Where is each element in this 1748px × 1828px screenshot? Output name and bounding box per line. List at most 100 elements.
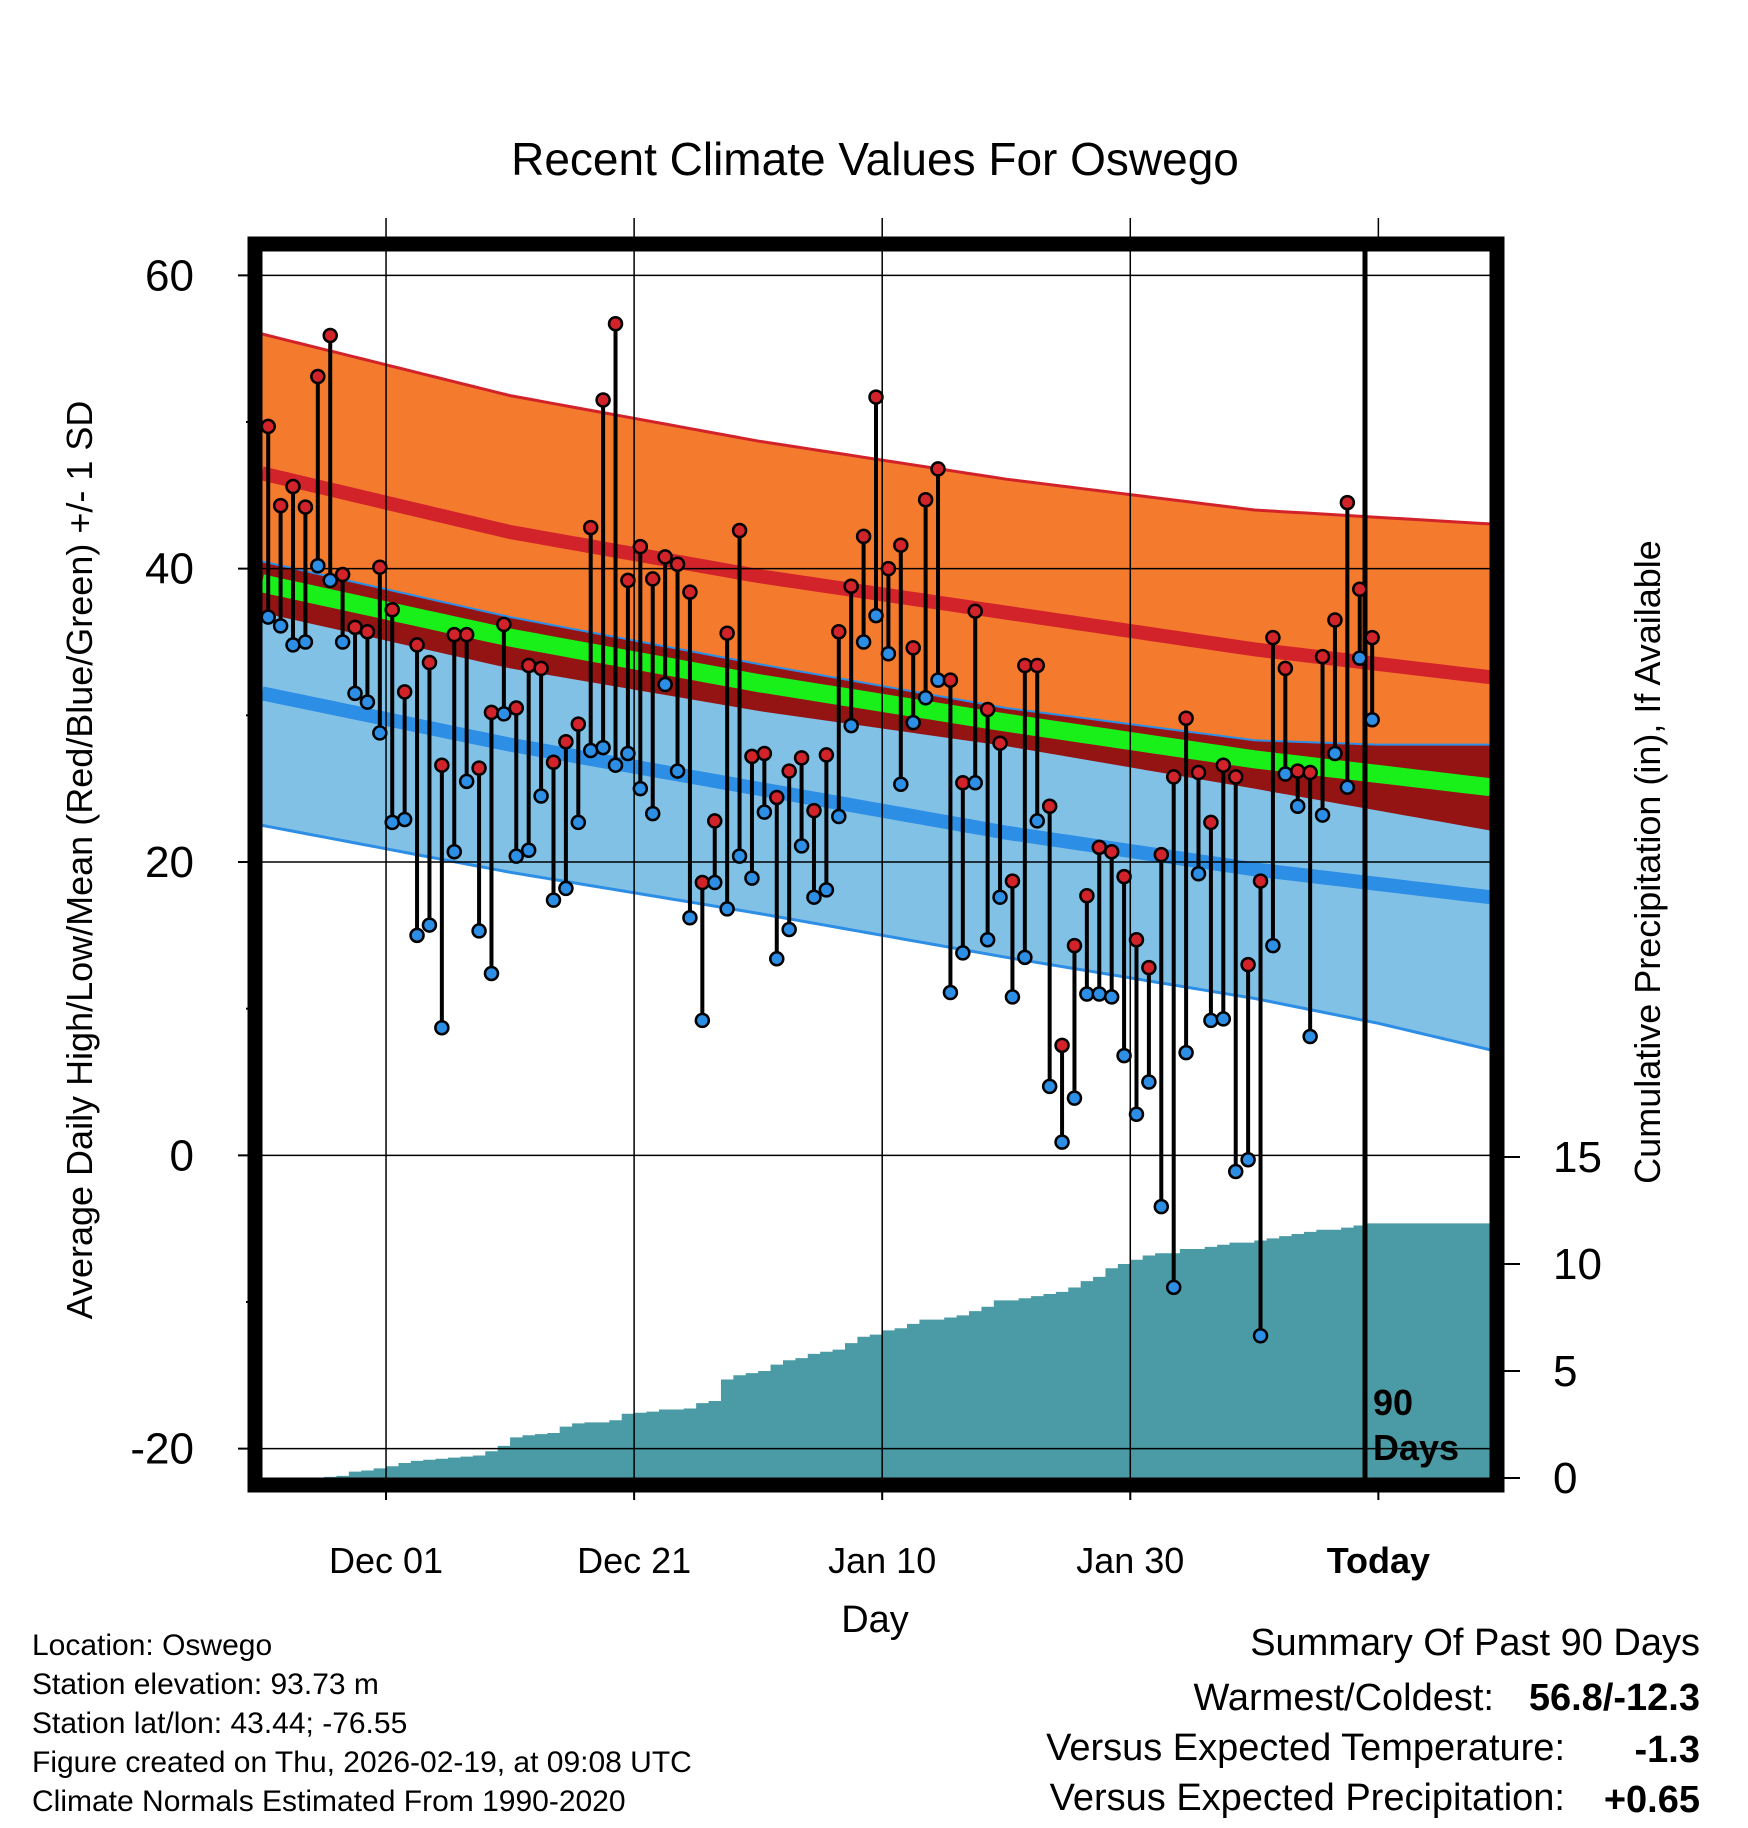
high-point xyxy=(607,315,624,332)
high-point xyxy=(992,735,1008,751)
low-point xyxy=(620,745,636,762)
high-point xyxy=(1128,931,1145,948)
low-point xyxy=(421,917,438,933)
high-point xyxy=(322,327,338,344)
low-point xyxy=(372,725,388,741)
chart-title: Recent Climate Values For Oswego xyxy=(511,133,1239,185)
high-point xyxy=(905,640,921,656)
high-point xyxy=(1203,814,1219,831)
low-point xyxy=(483,965,500,982)
low-point xyxy=(917,689,934,706)
x-tick-label: Jan 30 xyxy=(1076,1540,1184,1581)
high-point xyxy=(855,528,872,545)
low-point xyxy=(347,685,363,702)
low-point xyxy=(297,634,314,650)
low-point xyxy=(434,1019,450,1036)
y2-tick-label: 15 xyxy=(1553,1133,1602,1182)
footer-elevation: Station elevation: 93.73 m xyxy=(32,1668,379,1701)
high-point xyxy=(1141,959,1157,976)
low-point xyxy=(1153,1198,1170,1215)
high-point xyxy=(1327,612,1343,628)
high-point xyxy=(359,623,376,640)
high-point xyxy=(1314,648,1331,665)
low-point xyxy=(1079,986,1095,1002)
summary-warm-cold-value: 56.8/-12.3 xyxy=(1529,1677,1700,1719)
y-tick-label: 0 xyxy=(170,1131,194,1180)
low-point xyxy=(1054,1134,1070,1150)
low-point xyxy=(1364,711,1380,728)
low-point xyxy=(793,838,810,854)
low-point xyxy=(1029,813,1046,829)
low-point xyxy=(744,870,760,886)
high-point xyxy=(520,657,537,674)
high-point xyxy=(967,603,983,619)
high-point xyxy=(868,389,884,405)
high-point xyxy=(1215,757,1232,773)
low-point xyxy=(595,739,611,756)
high-point xyxy=(756,745,773,762)
low-point xyxy=(1314,807,1331,823)
high-point xyxy=(496,616,512,633)
low-point xyxy=(880,645,897,662)
high-point xyxy=(1252,873,1269,889)
summary-heading: Summary Of Past 90 Days xyxy=(1250,1622,1700,1664)
low-point xyxy=(855,634,872,650)
low-point xyxy=(446,843,463,860)
footer-location: Location: Oswego xyxy=(32,1629,272,1662)
low-point xyxy=(806,889,822,905)
summary-temp-value: -1.3 xyxy=(1635,1729,1700,1771)
high-point xyxy=(669,556,686,573)
low-point xyxy=(570,814,587,831)
high-point xyxy=(1190,764,1207,781)
y2-tick-label: 5 xyxy=(1553,1347,1577,1396)
summary-temp-label: Versus Expected Temperature: xyxy=(1046,1727,1565,1769)
low-point xyxy=(359,694,376,710)
low-point xyxy=(1178,1044,1194,1061)
summary-warm-cold-label: Warmest/Coldest: xyxy=(1193,1677,1494,1719)
high-point xyxy=(818,747,835,763)
high-point xyxy=(1339,494,1356,511)
high-point xyxy=(694,874,711,891)
low-point xyxy=(893,776,909,793)
high-point xyxy=(1227,769,1244,785)
low-point xyxy=(818,882,835,898)
low-point xyxy=(694,1012,711,1029)
high-point xyxy=(1103,843,1120,860)
high-point xyxy=(1178,710,1194,727)
low-point xyxy=(669,763,686,779)
high-point xyxy=(632,538,649,555)
low-point xyxy=(781,921,797,938)
low-point xyxy=(942,984,959,1001)
high-point xyxy=(582,519,599,536)
low-point xyxy=(1203,1012,1219,1029)
high-point xyxy=(1066,937,1083,954)
high-point xyxy=(1116,868,1132,885)
high-point xyxy=(893,537,909,553)
x-axis-label: Day xyxy=(841,1599,909,1641)
high-point xyxy=(384,601,400,618)
high-point xyxy=(955,775,971,791)
high-point xyxy=(1277,660,1294,677)
low-point xyxy=(682,909,698,926)
high-point xyxy=(533,660,549,677)
high-point xyxy=(781,763,797,779)
axes: 60 40 20 0 -20 15 10 5 0 Dec 01 Dec 21 Jan 10 Jan 30… xyxy=(130,251,1602,1581)
low-point xyxy=(458,773,475,790)
high-point xyxy=(297,499,314,515)
high-point xyxy=(793,750,810,766)
low-point xyxy=(979,931,996,948)
high-point xyxy=(1165,769,1182,785)
high-point xyxy=(260,418,276,435)
low-point xyxy=(1252,1327,1269,1344)
high-point xyxy=(831,623,847,640)
low-point xyxy=(533,788,549,804)
summary-precip-label: Versus Expected Precipitation: xyxy=(1050,1777,1565,1819)
low-point xyxy=(1091,986,1108,1002)
low-point xyxy=(706,874,723,891)
low-point xyxy=(607,757,624,773)
x-tick-label: Dec 21 xyxy=(577,1540,691,1581)
low-point xyxy=(756,804,773,820)
high-point xyxy=(372,559,388,575)
low-point xyxy=(831,808,847,825)
low-point xyxy=(582,742,599,759)
